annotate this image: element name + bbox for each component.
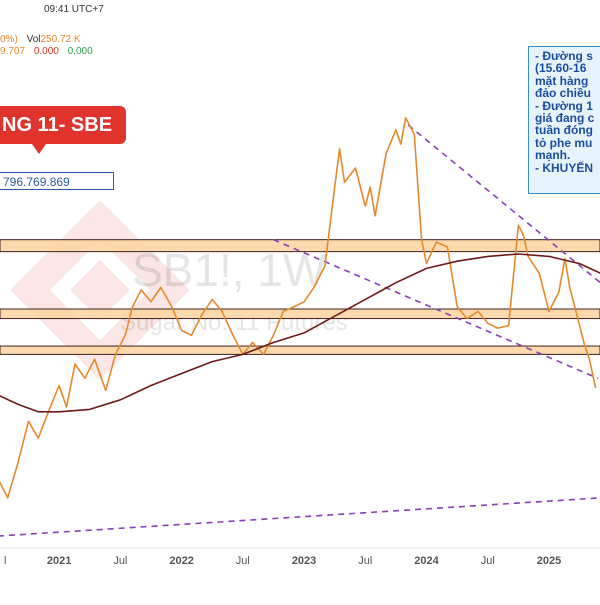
x-tick-label: Jul bbox=[481, 555, 495, 567]
trendline bbox=[273, 238, 599, 380]
trendline bbox=[0, 497, 600, 537]
x-tick-label: 2023 bbox=[292, 555, 316, 567]
x-tick-label: 2022 bbox=[169, 555, 193, 567]
support-resistance-zones bbox=[0, 239, 600, 355]
title-label-tail bbox=[32, 144, 46, 154]
vol-label: Vol bbox=[26, 34, 41, 45]
note-line: mạnh. bbox=[535, 148, 571, 163]
header-indicator-row: 9.707 0.000 0.000 bbox=[0, 46, 93, 57]
note-line: giá đang c bbox=[535, 111, 595, 126]
trendline bbox=[407, 124, 600, 284]
x-tick-label: 2025 bbox=[537, 555, 561, 567]
header-change-row: 0%) Vol250.72 K bbox=[0, 34, 81, 45]
header-time: 09:41 UTC+7 bbox=[0, 4, 104, 15]
note-line: mặt hàng bbox=[535, 73, 589, 88]
header-time-text: 09:41 UTC+7 bbox=[44, 4, 104, 15]
note-line: - KHUYẾN bbox=[535, 160, 594, 175]
x-tick-label: l bbox=[4, 555, 6, 567]
x-tick-label: Jul bbox=[358, 555, 372, 567]
trendlines bbox=[0, 124, 600, 537]
note-line: - Đường 1 bbox=[535, 98, 593, 113]
x-tick-label: 2021 bbox=[47, 555, 71, 567]
note-line: tỏ phe mu bbox=[535, 135, 593, 150]
x-axis: l 2021 Jul 2022 Jul 2023 Jul 2024 Jul 2025 bbox=[4, 555, 561, 567]
indicator-value-2: 0.000 bbox=[33, 46, 59, 57]
note-box: - Đường s (15.60-16 mặt hàng đảo chiều -… bbox=[528, 46, 600, 194]
watermark-symbol: SB1!, 1W bbox=[132, 244, 327, 296]
title-label-box: NG 11- SBE bbox=[0, 106, 126, 144]
price-zone bbox=[0, 345, 600, 355]
note-line: tuần đóng bbox=[535, 123, 593, 138]
value-label-box: 796.769.869 bbox=[0, 172, 114, 190]
header-change: 0%) bbox=[0, 34, 18, 45]
price-zone bbox=[0, 239, 600, 253]
x-tick-label: 2024 bbox=[414, 555, 439, 567]
note-line: (15.60-16 bbox=[535, 61, 587, 76]
series-layer bbox=[0, 117, 600, 499]
x-tick-label: Jul bbox=[113, 555, 127, 567]
indicator-value-3: 0.000 bbox=[67, 46, 93, 57]
note-line: - Đường s bbox=[535, 49, 593, 63]
price-series-line bbox=[0, 117, 597, 499]
x-tick-label: Jul bbox=[236, 555, 250, 567]
indicator-value-1: 9.707 bbox=[0, 46, 26, 57]
vol-value: 250.72 K bbox=[40, 34, 81, 45]
price-zone bbox=[0, 308, 600, 320]
moving-average-line bbox=[0, 253, 600, 413]
note-line: đảo chiều bbox=[535, 86, 592, 101]
